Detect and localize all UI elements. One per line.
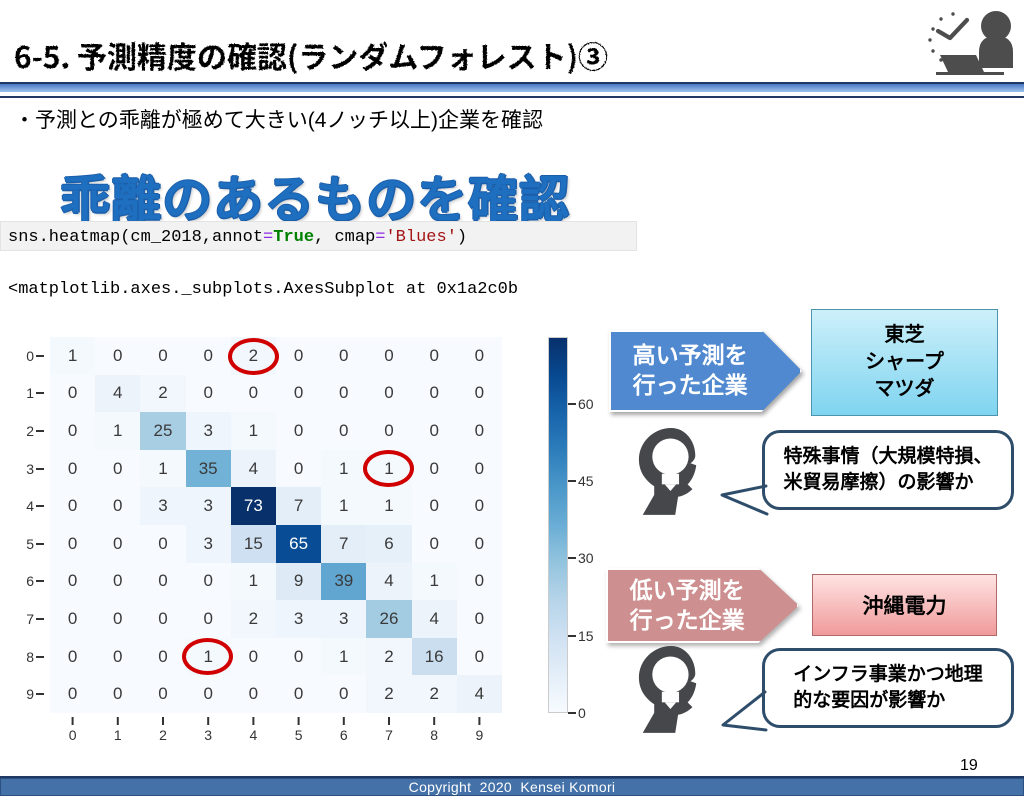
svg-text:6-5. 予測精度の確認(ランダムフォレスト)③: 6-5. 予測精度の確認(ランダムフォレスト)③ (14, 33, 608, 77)
